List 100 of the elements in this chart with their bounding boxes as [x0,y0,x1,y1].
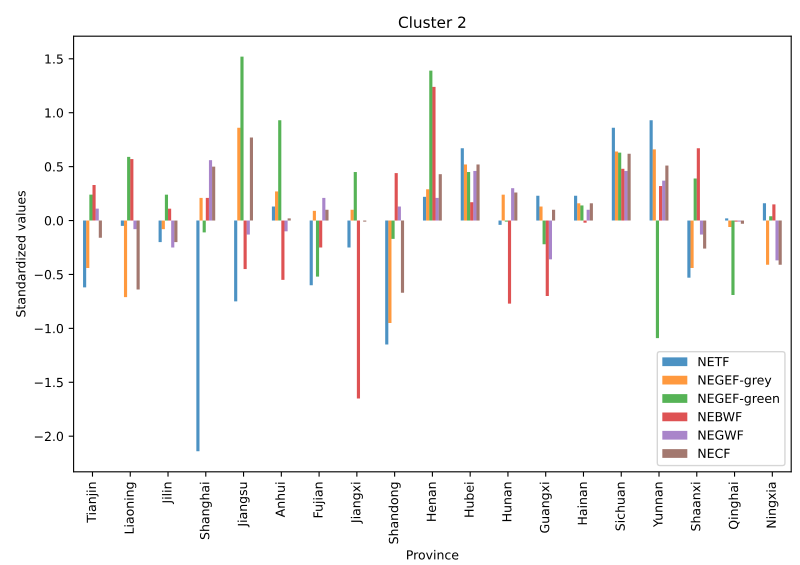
bar [234,220,238,302]
bar [656,220,660,338]
y-tick-label: −2.0 [34,432,64,442]
bar [196,220,200,452]
bar [766,220,770,265]
bar [92,184,96,221]
y-axis-title: Standardized values [16,191,26,317]
y-tick-label: −1.5 [34,378,63,388]
bar [391,220,395,239]
bar [725,218,728,221]
bar [542,220,546,244]
legend-label: NEGEF-grey [698,375,772,388]
legend-label: NEGWF [698,430,744,440]
x-tick-label: Fujian [313,482,326,518]
bar [398,206,401,221]
bar [552,210,556,221]
bar [511,188,514,221]
legend-label: NETF [698,357,729,366]
legend-label: NECF [698,448,730,458]
bar [237,128,240,221]
bar [319,220,322,248]
x-tick-label: Guangxi [540,482,552,533]
bar [778,220,782,265]
bar [96,208,99,221]
bar [174,220,178,242]
bar [652,149,656,221]
x-tick-label: Jilin [162,482,174,504]
bar [470,202,474,221]
x-tick-label: Shaanxi [690,482,700,531]
x-tick-label: Anhui [275,482,285,518]
bar [772,204,776,221]
bar [347,220,351,248]
bar [498,220,502,225]
bar [240,56,244,221]
bar [436,198,439,221]
bar [272,206,276,221]
bar [288,218,291,221]
bar [162,220,165,230]
chart-title: Cluster 2 [398,16,466,28]
x-tick-label: Sichuan [615,482,625,530]
bar [168,208,172,221]
x-tick-label: Shandong [388,482,401,544]
x-axis-title: Province [407,550,458,560]
y-tick-label: 0.0 [44,216,64,226]
bar [762,203,766,221]
bar [275,191,278,221]
bar [202,220,206,232]
bar [426,189,430,221]
bar [464,164,468,221]
x-tick-label: Henan [426,482,436,521]
bar [536,196,540,221]
bar [546,220,549,296]
bar [394,173,398,221]
x-tick-label: Liaoning [124,482,136,534]
bar [586,210,590,221]
x-tick-label: Shanghai [200,482,212,540]
y-tick-label: 1.0 [45,108,64,118]
bar [694,178,697,221]
bar [580,205,584,221]
bar [130,159,134,221]
bar [775,220,779,260]
bar [612,128,615,221]
x-tick-label: Hainan [577,482,588,524]
bar [621,168,624,221]
bar [700,220,704,235]
bar [539,206,543,221]
bar [628,154,631,221]
bar [356,220,360,398]
bar [429,70,432,221]
bar [548,220,552,260]
bar [460,148,464,221]
bar [577,203,580,221]
x-tick-label: Jiangxi [350,482,363,524]
y-tick-label: 1.5 [45,54,63,64]
bar [618,152,622,221]
bar [650,120,653,221]
bar [574,196,578,221]
bar [281,220,284,280]
bar [133,220,137,230]
bar [246,220,250,235]
bar [89,194,92,221]
bar [208,160,212,221]
bar [703,220,706,249]
bar [278,120,282,221]
x-tick-label: Hunan [502,482,512,522]
bar [250,138,253,221]
bar [322,198,326,221]
bar [690,220,694,268]
bar [514,192,518,221]
bar [124,220,128,298]
y-tick-label: 0.5 [44,162,63,172]
bar [662,180,666,221]
bar [422,196,426,221]
y-tick-label: −1.0 [34,324,64,334]
bar [438,174,442,221]
bar [400,220,404,293]
bar [696,148,700,221]
bar [98,220,102,238]
bar [659,186,662,221]
bar [614,152,618,221]
